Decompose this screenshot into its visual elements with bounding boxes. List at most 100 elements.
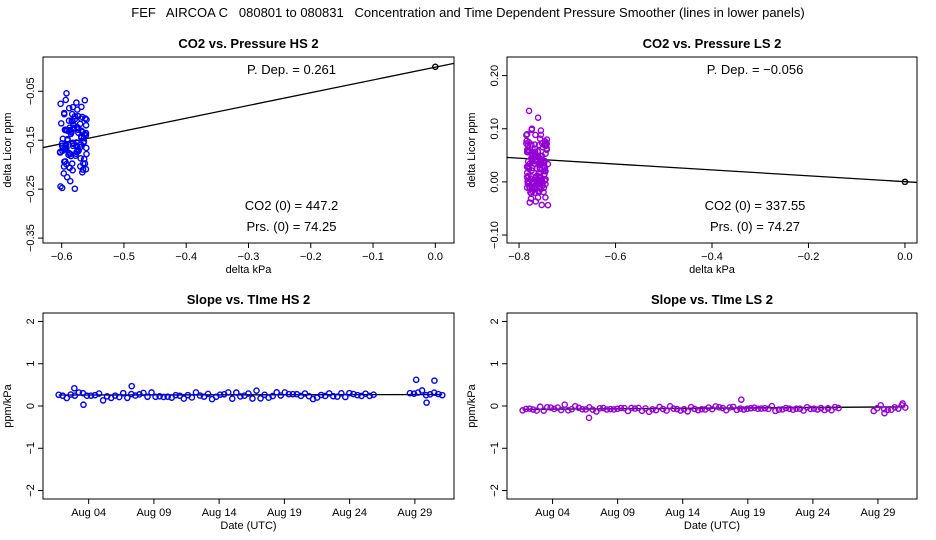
data-point (810, 405, 818, 412)
data-point (531, 189, 539, 197)
data-point (761, 404, 769, 412)
data-point (564, 407, 572, 414)
panel-title: CO2 vs. Pressure LS 2 (643, 36, 782, 51)
data-point (71, 115, 79, 123)
data-point (528, 164, 536, 172)
data-point (536, 403, 544, 411)
data-point (67, 152, 75, 160)
y-tick-label: −0.05 (25, 77, 37, 105)
data-point (124, 394, 131, 402)
data-point (524, 147, 532, 154)
data-point (64, 135, 71, 143)
data-point (61, 145, 69, 153)
data-point (705, 404, 712, 411)
data-point (60, 170, 68, 177)
data-point (523, 173, 531, 181)
data-point (726, 404, 734, 411)
x-tick-label: Aug 09 (600, 507, 635, 519)
data-point (542, 194, 549, 201)
panel-p1: CO2 vs. Pressure HS 2 −0.6 −0.5 −0.4 −0.3 −0.… (2, 36, 455, 276)
data-point (740, 406, 748, 413)
x-tick-label: −0.8 (508, 251, 530, 263)
data-point (677, 407, 684, 414)
data-point (99, 397, 107, 404)
data-point (610, 406, 618, 413)
data-point (891, 403, 899, 411)
panel-title: Slope vs. TIme HS 2 (187, 292, 311, 307)
data-point (800, 407, 807, 414)
data-point (83, 150, 90, 158)
data-point (431, 377, 438, 384)
data-point (430, 389, 438, 396)
data-point (128, 382, 136, 390)
y-tick-label: 0.10 (489, 118, 501, 139)
marks (507, 107, 917, 209)
data-point (58, 184, 66, 192)
data-point (881, 409, 888, 417)
data-point (751, 404, 758, 411)
data-point (245, 390, 252, 397)
data-point (539, 143, 547, 151)
data-point (423, 399, 430, 406)
data-point (543, 136, 551, 143)
data-point (575, 404, 583, 412)
data-point (533, 407, 540, 414)
data-point (540, 407, 547, 414)
data-point (544, 201, 552, 209)
data-point (342, 393, 349, 401)
panel-p2: CO2 vs. Pressure LS 2 −0.8 −0.6 −0.4 −0.2 0.0… (466, 36, 918, 276)
data-point (115, 393, 123, 401)
data-point (237, 393, 244, 400)
data-point (532, 131, 539, 139)
panel-title: CO2 vs. Pressure HS 2 (178, 36, 318, 51)
y-tick-label: −1 (25, 442, 37, 455)
data-point (526, 405, 533, 412)
page-title: FEF AIRCOA C 080801 to 080831 Concentrat… (131, 5, 805, 20)
data-point (523, 131, 530, 139)
data-point (537, 131, 545, 139)
data-point (628, 404, 635, 412)
data-point (63, 173, 71, 181)
y-axis-label: delta Licor ppm (2, 112, 14, 187)
data-point (81, 160, 89, 167)
data-point (747, 404, 755, 412)
data-point (71, 185, 79, 193)
x-tick-label: 0.0 (428, 251, 443, 263)
fit-line (43, 62, 454, 149)
data-point (607, 405, 614, 413)
plot-frame (42, 56, 455, 244)
x-tick-label: Aug 09 (136, 507, 171, 519)
data-point (418, 387, 426, 394)
data-point (57, 100, 64, 108)
y-tick-label: 0 (489, 403, 501, 409)
x-tick-label: Aug 24 (795, 507, 830, 519)
data-point (228, 395, 236, 402)
pressure-intercept-label: Prs. (0) = 74.27 (710, 219, 800, 234)
data-point (346, 389, 353, 397)
x-tick-label: Aug 04 (535, 507, 570, 519)
data-point (62, 96, 70, 104)
data-point (899, 400, 906, 407)
data-point (698, 405, 705, 413)
data-point (529, 406, 537, 413)
data-point (253, 387, 260, 394)
data-point (71, 112, 79, 120)
y-tick-label: 0.20 (489, 65, 501, 86)
data-point (557, 406, 565, 414)
data-point (534, 194, 542, 201)
data-point (525, 107, 533, 115)
data-point (180, 395, 188, 402)
data-point (412, 376, 420, 384)
data-point (663, 407, 670, 414)
data-point (670, 405, 677, 412)
x-tick-label: −0.4 (701, 251, 723, 263)
x-tick-label: −0.6 (605, 251, 627, 263)
data-point (257, 395, 264, 402)
x-tick-label: Aug 04 (71, 507, 106, 519)
data-point (534, 114, 542, 121)
y-tick-label: −0.25 (25, 175, 37, 203)
data-point (579, 405, 586, 413)
data-point (884, 406, 892, 414)
data-point (410, 390, 418, 397)
